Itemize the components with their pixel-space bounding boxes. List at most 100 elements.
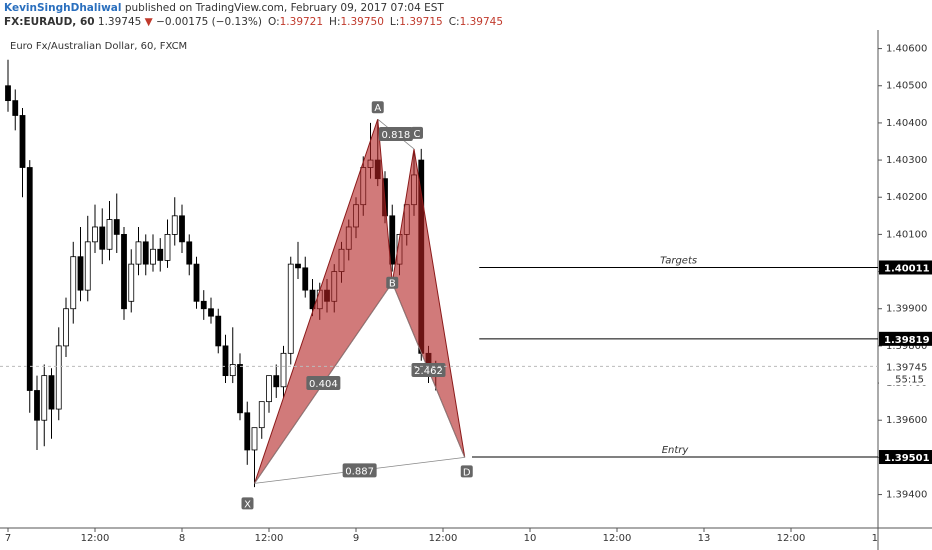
- candle-body: [258, 401, 265, 429]
- y-tick-label: 1.40100: [886, 229, 927, 240]
- quote-line: FX:EURAUD, 60 1.39745 ▼ −0.00175 (−0.13%…: [4, 16, 503, 28]
- candle-body: [302, 267, 309, 291]
- symbol: FX:EURAUD, 60: [4, 16, 95, 28]
- candle-body: [70, 256, 77, 310]
- ratio-box: [378, 127, 413, 142]
- level-name: Entry: [662, 445, 690, 456]
- ratio-label: 0.887: [345, 466, 374, 477]
- plot: 7 12:00 8 12:00 9 12:00 10 12:00 13 12:00 14 0.404 0…: [0, 59, 885, 544]
- last-label: 1.39745: [886, 362, 927, 373]
- y-tick-label: 1.39600: [886, 415, 927, 426]
- point-box: [460, 465, 473, 478]
- ohlc-value: 1.39721: [280, 16, 323, 28]
- ohlc-label: H:: [329, 16, 340, 28]
- candle-body: [48, 375, 55, 410]
- point-box: [386, 276, 399, 289]
- x-tick-label: 14: [872, 533, 885, 544]
- candle-body: [164, 234, 171, 261]
- y-tick-label: 1.40500: [886, 81, 927, 92]
- candle-body: [19, 115, 26, 168]
- point-label: A: [374, 103, 381, 114]
- candle-body: [26, 167, 33, 391]
- candle-body: [295, 263, 301, 269]
- point-box: [411, 126, 423, 139]
- candle-body: [287, 263, 294, 354]
- down-arrow: ▼: [145, 16, 154, 28]
- candle-body: [128, 263, 135, 302]
- candle-body: [12, 100, 19, 116]
- candle-body: [5, 85, 11, 102]
- author: KevinSinghDhaliwal: [4, 2, 121, 14]
- x-tick-label: 12:00: [255, 533, 284, 544]
- candle-body: [142, 241, 149, 265]
- candle-body: [389, 215, 396, 265]
- ohlc-value: 1.39750: [340, 16, 383, 28]
- level-name: Targets: [660, 255, 697, 266]
- candle-body: [77, 256, 84, 291]
- candle-body: [113, 219, 120, 235]
- point-box: [371, 101, 384, 114]
- point-box: [241, 497, 254, 510]
- level-box: [879, 331, 932, 346]
- x-tick-label: 9: [353, 533, 359, 544]
- candle-body: [150, 248, 156, 265]
- candle-body: [55, 345, 62, 410]
- candle-body: [229, 364, 236, 377]
- candle-body: [273, 375, 280, 388]
- chart-title: Euro Fx/Australian Dollar, 60, FXCM: [10, 41, 187, 52]
- header: KevinSinghDhaliwal published on TradingV…: [4, 2, 444, 14]
- change: −0.00175 (−0.13%): [156, 16, 262, 28]
- candle-body: [106, 219, 113, 250]
- y-tick-label: 1.40600: [886, 44, 927, 55]
- candle-body: [179, 215, 185, 243]
- ohlc-value: 1.39715: [399, 16, 442, 28]
- level-label: 1.40011: [884, 263, 930, 274]
- candle-body: [121, 234, 127, 310]
- ohlc: O:1.39721 H:1.39750 L:1.39715 C:1.39745: [268, 16, 503, 28]
- point-label: C: [414, 129, 421, 140]
- level-box: [879, 450, 932, 465]
- level-label: 1.39501: [884, 453, 930, 464]
- candle-body: [237, 364, 243, 414]
- y-tick-label: 1.39900: [886, 304, 927, 315]
- candle-body: [92, 226, 98, 243]
- point-label: B: [389, 279, 396, 290]
- ohlc-label: O:: [268, 16, 280, 28]
- candle-body: [34, 390, 40, 421]
- y-tick-label: 1.40400: [886, 118, 927, 129]
- level-box: [879, 260, 932, 275]
- ohlc-label: C:: [449, 16, 460, 28]
- candle-body: [266, 375, 272, 403]
- y-tick-label: 1.40300: [886, 155, 927, 166]
- ratio-label: 0.404: [309, 379, 338, 390]
- x-tick-label: 13: [698, 533, 711, 544]
- candle-body: [99, 226, 106, 250]
- last-box: [879, 359, 932, 386]
- x-tick-label: 7: [5, 533, 11, 544]
- candle-body: [193, 263, 200, 302]
- candle-body: [171, 215, 178, 235]
- candle-body: [63, 308, 69, 347]
- y-tick-label: 1.39800: [886, 341, 927, 352]
- candle-body: [222, 345, 229, 377]
- ratio-label: 2.462: [414, 366, 443, 377]
- x-tick-label: 12:00: [777, 533, 806, 544]
- candle-body: [200, 300, 207, 310]
- y-tick-label: 1.39400: [886, 490, 927, 501]
- x-tick-label: 12:00: [429, 533, 458, 544]
- candle-body: [157, 248, 164, 261]
- ohlc-value: 1.39745: [460, 16, 503, 28]
- ohlc-label: L:: [390, 16, 399, 28]
- countdown: 55:15: [895, 374, 924, 385]
- candle-body: [251, 427, 258, 451]
- y-tick-label: 1.40200: [886, 192, 927, 203]
- candle-body: [244, 412, 251, 451]
- published: published on TradingView.com, February 0…: [125, 2, 445, 14]
- point-label: X: [244, 499, 251, 510]
- x-tick-label: 12:00: [81, 533, 110, 544]
- candle-body: [280, 352, 287, 388]
- candle-body: [41, 375, 48, 421]
- candle-body: [215, 315, 222, 347]
